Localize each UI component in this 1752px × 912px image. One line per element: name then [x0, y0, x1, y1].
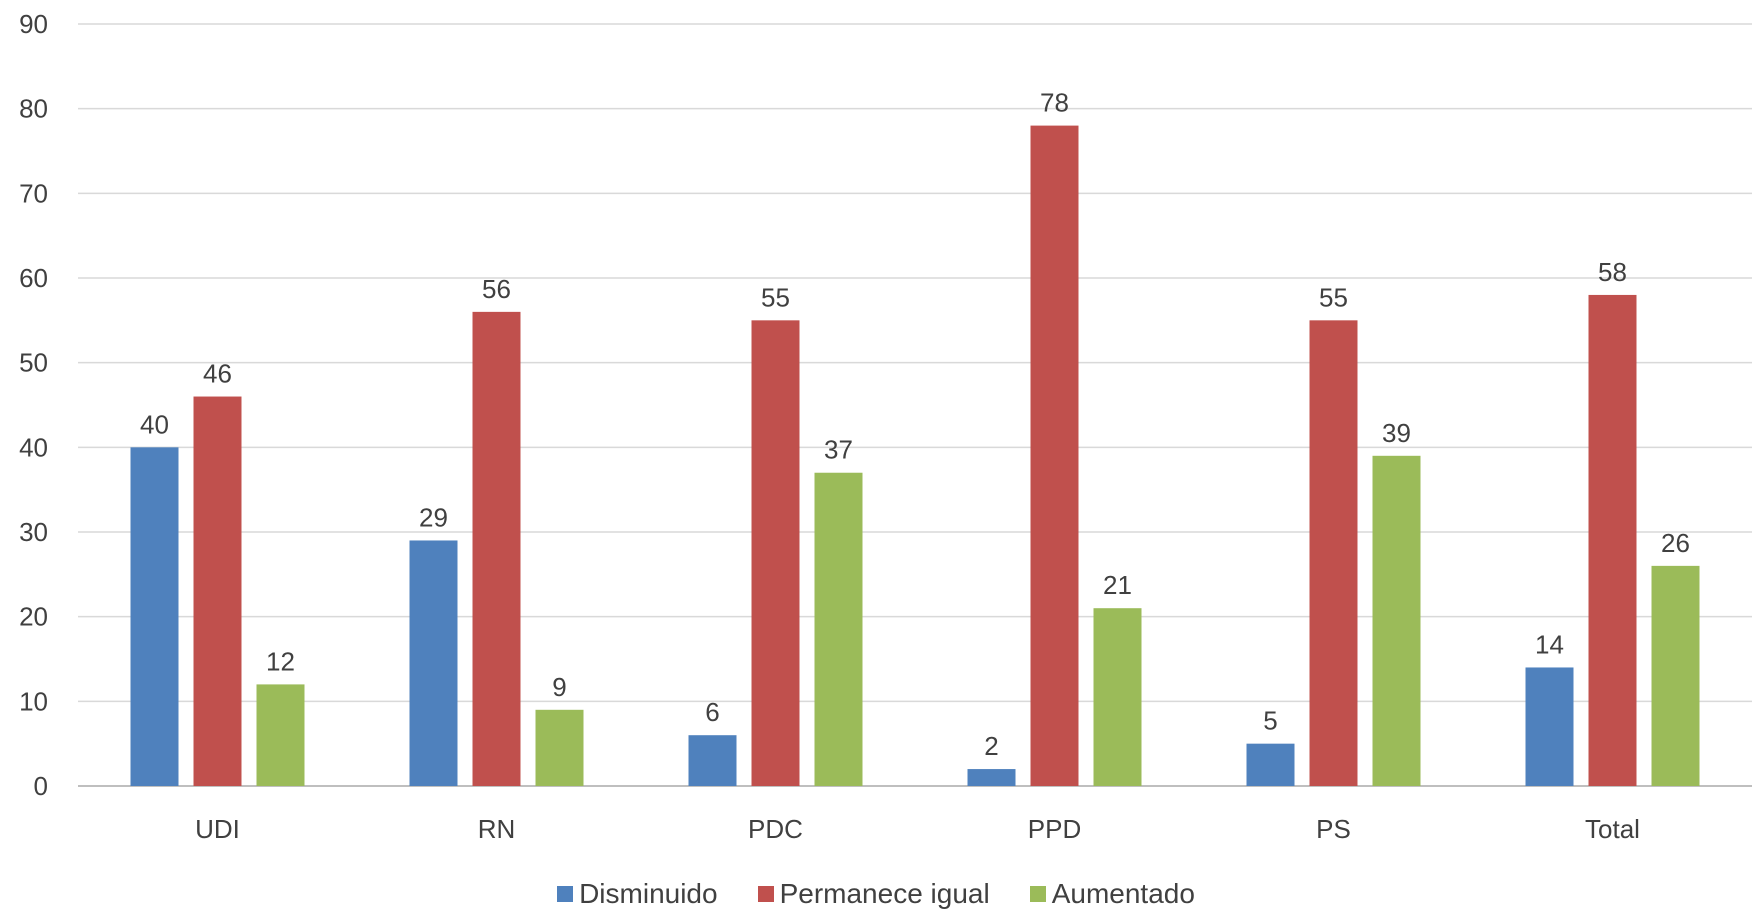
y-axis-ticks: 0 10 20 30 40 50 60 70 80 90 — [19, 9, 48, 801]
bar-permanece-igual-pdc — [751, 320, 800, 786]
y-tick-label: 30 — [19, 517, 48, 547]
y-tick-label: 60 — [19, 263, 48, 293]
data-label: 40 — [140, 409, 169, 439]
bar-disminuido-rn — [409, 540, 458, 786]
bar-permanece-igual-rn — [472, 311, 521, 786]
bar-aumentado-rn — [535, 709, 584, 786]
x-category-label: PPD — [1028, 814, 1081, 844]
bar-aumentado-ppd — [1093, 608, 1142, 786]
x-category-label: PDC — [748, 814, 803, 844]
bar-aumentado-total — [1651, 565, 1700, 786]
bar-aumentado-ps — [1372, 455, 1421, 786]
bar-disminuido-pdc — [688, 735, 737, 786]
legend-item-disminuido: Disminuido — [557, 878, 718, 910]
bar-disminuido-ppd — [967, 769, 1016, 786]
data-label: 39 — [1382, 418, 1411, 448]
data-label: 2 — [984, 731, 998, 761]
legend-label: Disminuido — [579, 878, 718, 909]
bars — [130, 125, 1700, 787]
data-label: 56 — [482, 274, 511, 304]
y-tick-label: 40 — [19, 432, 48, 462]
data-label: 58 — [1598, 257, 1627, 287]
y-tick-label: 0 — [34, 771, 48, 801]
data-label: 9 — [552, 672, 566, 702]
y-tick-label: 10 — [19, 686, 48, 716]
data-label: 55 — [761, 282, 790, 312]
bar-disminuido-ps — [1246, 743, 1295, 786]
data-label: 12 — [266, 646, 295, 676]
data-label: 29 — [419, 502, 448, 532]
x-category-label: RN — [478, 814, 516, 844]
legend-item-permanece-igual: Permanece igual — [757, 878, 990, 910]
legend-swatch — [757, 886, 774, 902]
data-label: 6 — [705, 697, 719, 727]
legend: Disminuido Permanece igual Aumentado — [0, 878, 1752, 910]
y-tick-label: 50 — [19, 348, 48, 378]
x-category-label: PS — [1316, 814, 1351, 844]
data-label: 78 — [1040, 88, 1069, 118]
bar-aumentado-udi — [256, 684, 305, 786]
bar-permanece-igual-ppd — [1030, 125, 1079, 787]
x-category-label: Total — [1585, 814, 1640, 844]
data-label: 46 — [203, 359, 232, 389]
bar-permanece-igual-ps — [1309, 320, 1358, 786]
bar-disminuido-total — [1525, 667, 1574, 786]
y-tick-label: 70 — [19, 178, 48, 208]
legend-swatch — [557, 886, 574, 902]
bar-disminuido-udi — [130, 447, 179, 786]
bar-permanece-igual-total — [1588, 294, 1637, 786]
data-label: 26 — [1661, 528, 1690, 558]
legend-label: Permanece igual — [779, 878, 990, 909]
legend-item-aumentado: Aumentado — [1029, 878, 1195, 910]
data-label: 5 — [1263, 706, 1277, 736]
y-tick-label: 20 — [19, 602, 48, 632]
y-tick-label: 90 — [19, 9, 48, 39]
legend-label: Aumentado — [1051, 878, 1195, 909]
legend-swatch — [1029, 886, 1046, 902]
gridlines — [78, 23, 1752, 787]
bar-aumentado-pdc — [814, 472, 863, 786]
bar-permanece-igual-udi — [193, 396, 242, 786]
y-tick-label: 80 — [19, 94, 48, 124]
data-label: 21 — [1103, 570, 1132, 600]
x-axis-categories: UDI RN PDC PPD PS Total — [195, 814, 1640, 844]
x-category-label: UDI — [195, 814, 240, 844]
data-label: 14 — [1535, 629, 1564, 659]
data-label: 37 — [824, 435, 853, 465]
data-label: 55 — [1319, 282, 1348, 312]
